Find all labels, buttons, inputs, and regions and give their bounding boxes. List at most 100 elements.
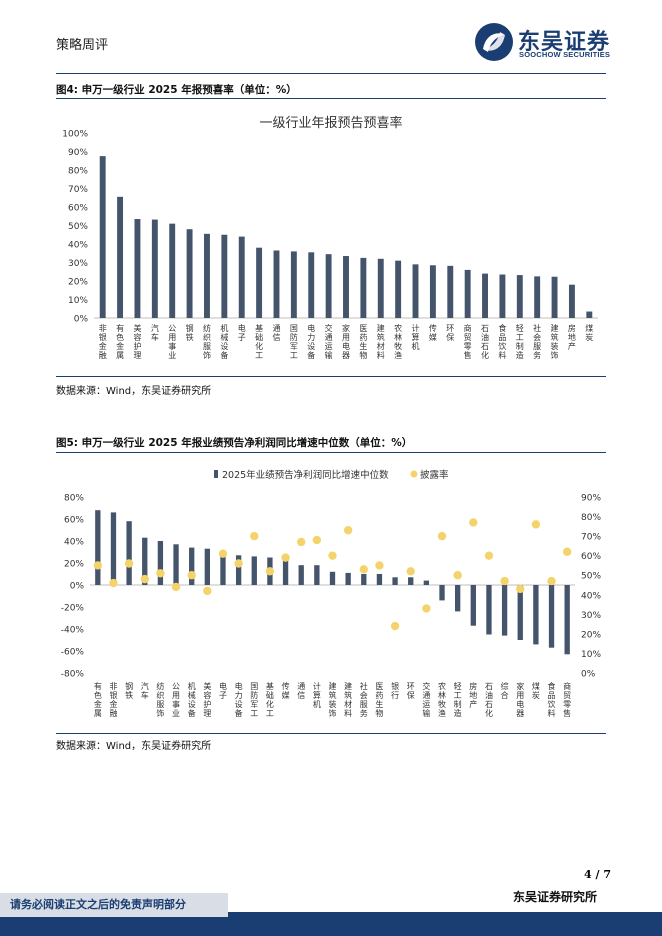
- bar-钢铁: [186, 229, 193, 318]
- bar-有色金属: [95, 510, 101, 585]
- x-tick-label: 电子: [238, 323, 246, 342]
- x-tick-label: 食品饮料: [548, 681, 556, 718]
- bar-交通运输: [325, 254, 332, 318]
- y-right-tick-label: 40%: [581, 591, 601, 601]
- y-right-tick-label: 90%: [581, 494, 601, 504]
- bar-建筑装饰: [551, 276, 558, 318]
- bar-石油石化: [482, 273, 488, 318]
- figure4-source: 数据来源：Wind，东吴证券研究所: [56, 386, 212, 397]
- bar-通信: [273, 250, 280, 318]
- x-tick-label: 电力设备: [307, 323, 315, 360]
- bar-通信: [298, 565, 304, 585]
- bar-煤炭: [533, 585, 539, 645]
- bar-钢铁: [126, 521, 132, 585]
- x-tick-label: 环保: [407, 682, 415, 700]
- x-tick-label: 通信: [272, 323, 280, 342]
- dot-有色金属: [93, 561, 103, 570]
- bar-社会服务: [534, 276, 541, 318]
- page-number: 4 / 7: [584, 868, 611, 881]
- brand-name-cn: 东吴证券: [518, 30, 611, 55]
- bar-银行: [392, 577, 398, 585]
- x-tick-label: 国防军工: [250, 682, 258, 718]
- dot-农林牧渔: [437, 531, 447, 541]
- bar-公用事业: [169, 223, 176, 318]
- bar-电力设备: [235, 555, 242, 585]
- x-tick-label: 煤炭: [532, 681, 540, 700]
- x-tick-label: 纺织服饰: [156, 681, 164, 718]
- bar-机械设备: [221, 234, 228, 318]
- x-tick-label: 建筑材料: [377, 323, 385, 360]
- x-tick-label: 医药生物: [375, 682, 383, 718]
- x-tick-label: 医药生物: [359, 324, 367, 360]
- x-tick-label: 环保: [446, 324, 454, 342]
- chart2-legend: 2025年业绩预告净利润同比增速中位数 披露率: [214, 469, 449, 481]
- bar-有色金属: [117, 196, 124, 318]
- y-tick-label: 90%: [68, 148, 88, 158]
- dot-煤炭: [531, 520, 541, 529]
- bar-煤炭: [586, 311, 593, 318]
- y-right-tick-label: 70%: [581, 533, 601, 543]
- bar-医药生物: [376, 574, 383, 585]
- dot-食品饮料: [547, 576, 556, 586]
- x-tick-label: 传媒: [429, 323, 437, 342]
- header-divider: [56, 73, 606, 74]
- dot-汽车: [140, 574, 149, 584]
- x-tick-label: 农林牧渔: [394, 323, 402, 360]
- x-tick-label: 轻工制造: [454, 681, 462, 718]
- y-left-tick-label: -60%: [61, 648, 85, 658]
- x-tick-label: 交通运输: [422, 681, 430, 718]
- y-right-tick-label: 80%: [581, 513, 601, 523]
- bar-家用电器: [517, 585, 523, 640]
- dot-环保: [406, 567, 415, 576]
- figure5-bottom-rule: [56, 733, 606, 734]
- bar-商贸零售: [464, 269, 471, 318]
- x-tick-label: 通信: [297, 681, 305, 700]
- legend-bar-swatch: [214, 470, 218, 478]
- bar-基础化工: [256, 247, 263, 318]
- x-tick-label: 商贸零售: [464, 323, 472, 360]
- bar-美容护理: [204, 548, 210, 585]
- bar-电子: [238, 236, 245, 318]
- x-tick-label: 建筑材料: [344, 681, 352, 718]
- bar-家用电器: [343, 256, 349, 318]
- x-tick-label: 计算机: [313, 681, 321, 709]
- y-tick-label: 40%: [68, 241, 88, 251]
- bar-轻工制造: [516, 275, 523, 318]
- disclaimer-note: 请务必阅读正文之后的免责声明部分: [0, 893, 228, 917]
- bar-国防军工: [251, 556, 257, 585]
- y-right-tick-label: 60%: [581, 552, 601, 562]
- x-tick-label: 公用事业: [172, 682, 180, 718]
- dot-钢铁: [124, 559, 134, 568]
- dot-计算机: [312, 535, 322, 545]
- chart-profit-growth-median: 2025年业绩预告净利润同比增速中位数 披露率 -80% -60% -40% -20%…: [61, 469, 602, 718]
- dot-石油石化: [484, 551, 494, 560]
- y-right-tick-label: 20%: [581, 630, 601, 640]
- x-tick-label: 纺织服饰: [203, 323, 211, 360]
- report-type: 策略周评: [56, 38, 109, 53]
- bar-环保: [447, 265, 454, 318]
- x-tick-label: 有色金属: [116, 323, 124, 360]
- x-tick-label: 煤炭: [585, 323, 593, 342]
- bar-公用事业: [173, 544, 179, 585]
- y-left-tick-label: -20%: [61, 604, 85, 614]
- x-tick-label: 计算机: [412, 323, 420, 351]
- brand-logo: 东吴证券 SOOCHOW SECURITIES: [474, 22, 634, 62]
- y-tick-label: 0%: [74, 315, 89, 325]
- dot-电子: [218, 549, 228, 558]
- dot-商贸零售: [562, 547, 572, 556]
- bar-纺织服饰: [204, 233, 210, 318]
- x-tick-label: 汽车: [141, 681, 149, 700]
- legend-bar-label: 2025年业绩预告净利润同比增速中位数: [222, 469, 389, 481]
- y-tick-label: 80%: [68, 167, 88, 177]
- dot-公用事业: [171, 582, 181, 592]
- x-tick-label: 石油石化: [485, 682, 493, 718]
- y-tick-label: 30%: [68, 259, 88, 269]
- bar-计算机: [314, 565, 320, 585]
- figure5-title: 图5: 申万一级行业 2025 年报业绩预告净利润同比增速中位数（单位：%）: [56, 437, 413, 449]
- chart-prelim-positive-rate: 一级行业年报预告预喜率 0% 10% 20% 30% 40% 50% 60% 70% 80% 90…: [62, 115, 598, 360]
- y-left-tick-label: 60%: [64, 516, 84, 526]
- x-tick-label: 建筑装饰: [551, 323, 559, 360]
- y-tick-label: 50%: [68, 222, 88, 232]
- dot-基础化工: [265, 567, 275, 576]
- bar-食品饮料: [548, 585, 555, 648]
